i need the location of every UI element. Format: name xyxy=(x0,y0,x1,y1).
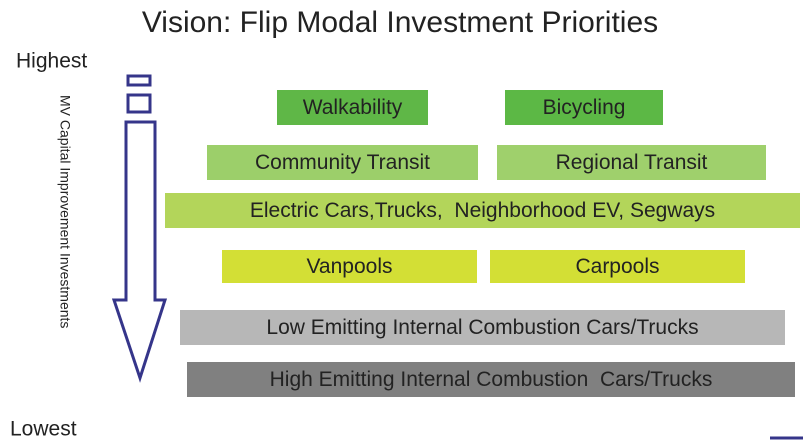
axis-label: MV Capital Improvement Investments xyxy=(57,95,73,328)
mode-box xyxy=(180,310,785,345)
mode-label: Electric Cars,Trucks, Neighborhood EV, S… xyxy=(250,199,715,222)
mode-label: Carpools xyxy=(575,255,659,278)
mode-box xyxy=(165,193,800,228)
title: Vision: Flip Modal Investment Priorities xyxy=(142,6,658,39)
scale-bottom: Lowest xyxy=(10,418,77,441)
mode-box xyxy=(277,90,428,125)
priority-arrow xyxy=(111,74,168,383)
mode-label: Bicycling xyxy=(543,96,626,119)
mode-box xyxy=(490,250,745,283)
mode-label: High Emitting Internal Combustion Cars/T… xyxy=(270,368,713,391)
mode-box xyxy=(187,362,795,397)
mode-label: Community Transit xyxy=(255,151,430,174)
mode-label: Regional Transit xyxy=(556,151,708,174)
mode-label: Vanpools xyxy=(306,255,392,278)
mode-box xyxy=(207,145,478,180)
mode-box xyxy=(222,250,477,283)
scale-top: Highest xyxy=(16,50,87,73)
mode-label: Low Emitting Internal Combustion Cars/Tr… xyxy=(266,316,698,339)
mode-box xyxy=(505,90,663,125)
mode-box xyxy=(497,145,766,180)
mode-label: Walkability xyxy=(303,96,403,119)
